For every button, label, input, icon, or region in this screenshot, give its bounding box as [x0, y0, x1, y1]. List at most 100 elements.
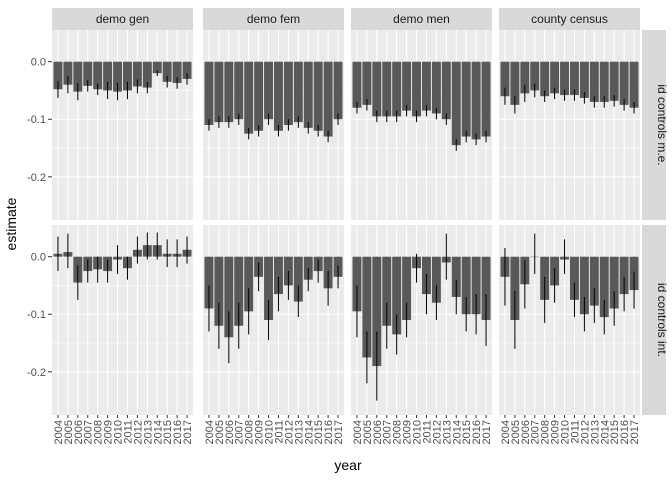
x-tick-label: 2010	[412, 420, 424, 444]
bar	[142, 61, 152, 88]
bar	[540, 61, 550, 97]
x-tick-label: 2006	[372, 420, 384, 444]
panel-6	[351, 225, 492, 415]
x-tick-label: 2011	[421, 420, 433, 444]
bar	[93, 61, 103, 90]
x-tick-label: 2013	[142, 420, 154, 444]
x-tick-label: 2015	[162, 420, 174, 444]
bar	[402, 61, 412, 111]
bar	[619, 61, 629, 105]
x-tick-label: 2014	[599, 420, 611, 444]
y-tick-label: -0.1	[27, 114, 46, 126]
bar	[392, 61, 402, 117]
bar	[579, 61, 589, 98]
x-tick-label: 2017	[182, 420, 194, 444]
facet-strip-label: demo men	[393, 12, 450, 26]
bar	[481, 256, 491, 320]
bar	[569, 61, 579, 96]
bar	[53, 61, 63, 90]
x-tick-label: 2005	[63, 420, 75, 444]
bar	[313, 61, 323, 131]
row-strip-label: id controls m.e.	[655, 84, 669, 165]
bar	[619, 256, 629, 295]
bar	[382, 61, 392, 117]
panels-layer	[52, 30, 640, 415]
bar	[372, 61, 382, 117]
strips-layer: demo gen demo fem demo men county census id …	[52, 8, 669, 415]
panel-0	[52, 30, 193, 220]
panel-background	[499, 225, 640, 415]
x-tick-label: 2017	[481, 420, 493, 444]
bar	[172, 61, 182, 83]
x-tick-label: 2013	[293, 420, 305, 444]
bar	[471, 256, 481, 315]
x-tick-label: 2009	[254, 420, 266, 444]
bar	[441, 61, 451, 120]
panel-background	[351, 225, 492, 415]
x-tick-label: 2012	[132, 420, 144, 444]
facet-strip-2: demo men	[351, 8, 492, 30]
bar	[113, 61, 123, 92]
bar	[510, 256, 520, 320]
panel-background	[203, 225, 344, 415]
x-axis: 2004200520062007200820092010201120122013…	[53, 415, 641, 444]
bar	[362, 61, 372, 105]
bar	[451, 256, 461, 297]
x-axis-title: year	[334, 457, 362, 473]
bar	[629, 61, 639, 108]
bar	[431, 256, 441, 303]
y-tick-label: 0.0	[31, 252, 46, 264]
panel-4	[52, 225, 193, 415]
row-strip-1: id controls int.	[642, 225, 669, 415]
bar	[362, 256, 372, 358]
bar	[451, 61, 461, 146]
panel-background	[499, 30, 640, 220]
x-tick-label: 2017	[629, 420, 641, 444]
bar	[273, 256, 283, 295]
bar	[599, 256, 609, 318]
panel-background	[203, 30, 344, 220]
bar	[234, 256, 244, 326]
bar	[293, 61, 303, 123]
bar	[83, 61, 93, 86]
x-tick-label: 2004	[53, 420, 65, 444]
x-tick-label: 2008	[244, 420, 256, 444]
x-tick-label: 2010	[560, 420, 572, 444]
x-tick-label: 2012	[431, 420, 443, 444]
x-tick-label: 2011	[122, 420, 134, 444]
x-tick-label: 2008	[392, 420, 404, 444]
bar	[244, 256, 254, 312]
bar	[352, 61, 362, 108]
bar	[244, 61, 254, 134]
bar	[293, 256, 303, 302]
y-tick-label: -0.2	[27, 172, 46, 184]
x-tick-label: 2004	[500, 420, 512, 444]
bar	[461, 61, 471, 137]
x-tick-label: 2013	[441, 420, 453, 444]
panel-1	[203, 30, 344, 220]
x-tick-label: 2005	[362, 420, 374, 444]
bar	[421, 61, 431, 111]
panel-background	[351, 30, 492, 220]
bar	[609, 256, 619, 309]
bar	[323, 61, 333, 137]
bar	[481, 61, 491, 137]
facet-strip-3: county census	[499, 8, 640, 30]
bar	[63, 61, 73, 85]
facet-strip-1: demo fem	[203, 8, 344, 30]
x-tick-label: 2004	[204, 420, 216, 444]
bar	[560, 61, 570, 96]
bar	[579, 256, 589, 315]
bar	[132, 61, 142, 87]
bar	[214, 61, 224, 123]
x-tick-label: 2011	[273, 420, 285, 444]
bar	[520, 61, 530, 94]
bar	[103, 61, 113, 91]
panel-7	[499, 225, 640, 415]
bar	[264, 256, 274, 320]
x-tick-label: 2006	[520, 420, 532, 444]
panel-background	[52, 30, 193, 220]
row-strip-label: id controls int.	[655, 283, 669, 357]
facet-strip-label: demo gen	[96, 12, 149, 26]
